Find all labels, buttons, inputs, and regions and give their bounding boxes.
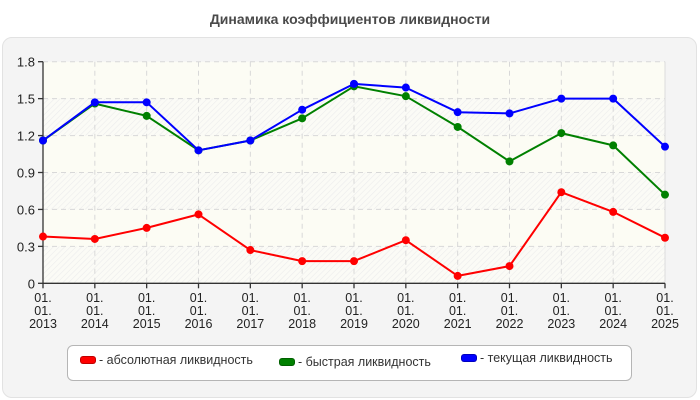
- x-tick-label: 2019: [340, 317, 368, 331]
- data-point[interactable]: [350, 79, 358, 88]
- data-point[interactable]: [661, 190, 669, 199]
- legend-item-absolute: - абсолютная ликвидность: [80, 353, 253, 367]
- x-tick-label: 01.: [501, 291, 518, 305]
- data-point[interactable]: [90, 98, 99, 107]
- data-point[interactable]: [609, 141, 618, 150]
- x-tick-label: 01.: [293, 291, 310, 305]
- x-tick-label: 01.: [242, 291, 259, 305]
- data-point[interactable]: [39, 136, 47, 145]
- legend-swatch-green: [279, 358, 295, 366]
- x-tick-label: 2020: [392, 317, 420, 331]
- y-tick-label: 0.3: [17, 239, 35, 254]
- data-point[interactable]: [298, 114, 307, 123]
- data-point[interactable]: [557, 188, 566, 197]
- x-tick-label: 01.: [86, 304, 103, 318]
- data-point[interactable]: [609, 207, 618, 216]
- legend-swatch-red: [80, 356, 96, 364]
- x-tick-label: 2021: [444, 317, 472, 331]
- data-point[interactable]: [609, 94, 618, 103]
- y-tick-label: 0.9: [17, 166, 35, 181]
- data-point[interactable]: [142, 111, 151, 120]
- x-tick-label: 2018: [288, 317, 316, 331]
- data-point[interactable]: [661, 142, 669, 151]
- x-tick-label: 01.: [86, 291, 103, 305]
- data-series: [39, 79, 669, 280]
- legend-swatch-blue: [461, 354, 477, 362]
- x-tick-label: 01.: [656, 291, 673, 305]
- y-tick-label: 0: [28, 276, 35, 291]
- data-point[interactable]: [194, 146, 203, 155]
- data-point[interactable]: [142, 98, 151, 107]
- x-tick-label: 01.: [138, 291, 155, 305]
- x-tick-label: 01.: [345, 304, 362, 318]
- x-tick-label: 2025: [651, 317, 679, 331]
- x-tick-label: 01.: [397, 304, 414, 318]
- x-tick-label: 01.: [604, 291, 621, 305]
- x-tick-label: 2014: [81, 317, 109, 331]
- data-point[interactable]: [350, 257, 358, 266]
- data-point[interactable]: [298, 257, 307, 266]
- data-point[interactable]: [90, 234, 99, 243]
- data-point[interactable]: [505, 262, 514, 271]
- x-tick-label: 01.: [242, 304, 259, 318]
- x-tick-label: 01.: [604, 304, 621, 318]
- data-point[interactable]: [453, 271, 462, 280]
- x-tick-label: 01.: [656, 304, 673, 318]
- y-tick-label: 1.2: [17, 129, 35, 144]
- x-tick-label: 01.: [553, 291, 570, 305]
- data-point[interactable]: [298, 105, 307, 114]
- x-tick-label: 2017: [236, 317, 264, 331]
- data-point[interactable]: [246, 246, 255, 255]
- x-tick-label: 2013: [29, 317, 57, 331]
- y-tick-label: 1.5: [17, 92, 35, 107]
- legend-label: - абсолютная ликвидность: [99, 353, 253, 367]
- data-point[interactable]: [505, 157, 514, 166]
- y-tick-label: 0.6: [17, 202, 35, 217]
- x-tick-label: 01.: [501, 304, 518, 318]
- y-tick-label: 1.8: [17, 55, 35, 70]
- data-point[interactable]: [557, 94, 566, 103]
- data-point[interactable]: [401, 236, 410, 245]
- x-tick-label: 01.: [449, 291, 466, 305]
- data-point[interactable]: [39, 232, 47, 241]
- x-tick-label: 01.: [553, 304, 570, 318]
- data-point[interactable]: [505, 109, 514, 118]
- x-tick-label: 2023: [547, 317, 575, 331]
- legend-item-current: - текущая ликвидность: [461, 351, 613, 365]
- legend-label: - быстрая ликвидность: [298, 355, 431, 369]
- x-tick-label: 2016: [185, 317, 213, 331]
- data-point[interactable]: [453, 122, 462, 131]
- x-tick-label: 01.: [345, 291, 362, 305]
- legend-label: - текущая ликвидность: [480, 351, 613, 365]
- chart-title: Динамика коэффициентов ликвидности: [209, 11, 491, 27]
- data-point[interactable]: [142, 223, 151, 232]
- data-point[interactable]: [401, 92, 410, 101]
- x-tick-label: 2022: [496, 317, 524, 331]
- x-tick-label: 01.: [34, 291, 51, 305]
- data-point[interactable]: [401, 83, 410, 92]
- data-point[interactable]: [194, 210, 203, 219]
- gridlines: [43, 61, 666, 284]
- data-point[interactable]: [246, 136, 255, 145]
- axes: 00.30.60.91.21.51.801.01.201301.01.20140…: [17, 55, 679, 331]
- data-point[interactable]: [453, 108, 462, 117]
- x-tick-label: 2024: [599, 317, 627, 331]
- x-tick-label: 01.: [138, 304, 155, 318]
- x-tick-label: 01.: [190, 304, 207, 318]
- data-point[interactable]: [557, 129, 566, 138]
- x-tick-label: 01.: [293, 304, 310, 318]
- legend: - абсолютная ликвидность - быстрая ликви…: [67, 345, 632, 381]
- data-point[interactable]: [661, 233, 669, 242]
- x-tick-label: 01.: [397, 291, 414, 305]
- x-tick-label: 01.: [449, 304, 466, 318]
- x-tick-label: 01.: [34, 304, 51, 318]
- legend-item-quick: - быстрая ликвидность: [279, 355, 431, 369]
- x-tick-label: 2015: [133, 317, 161, 331]
- x-tick-label: 01.: [190, 291, 207, 305]
